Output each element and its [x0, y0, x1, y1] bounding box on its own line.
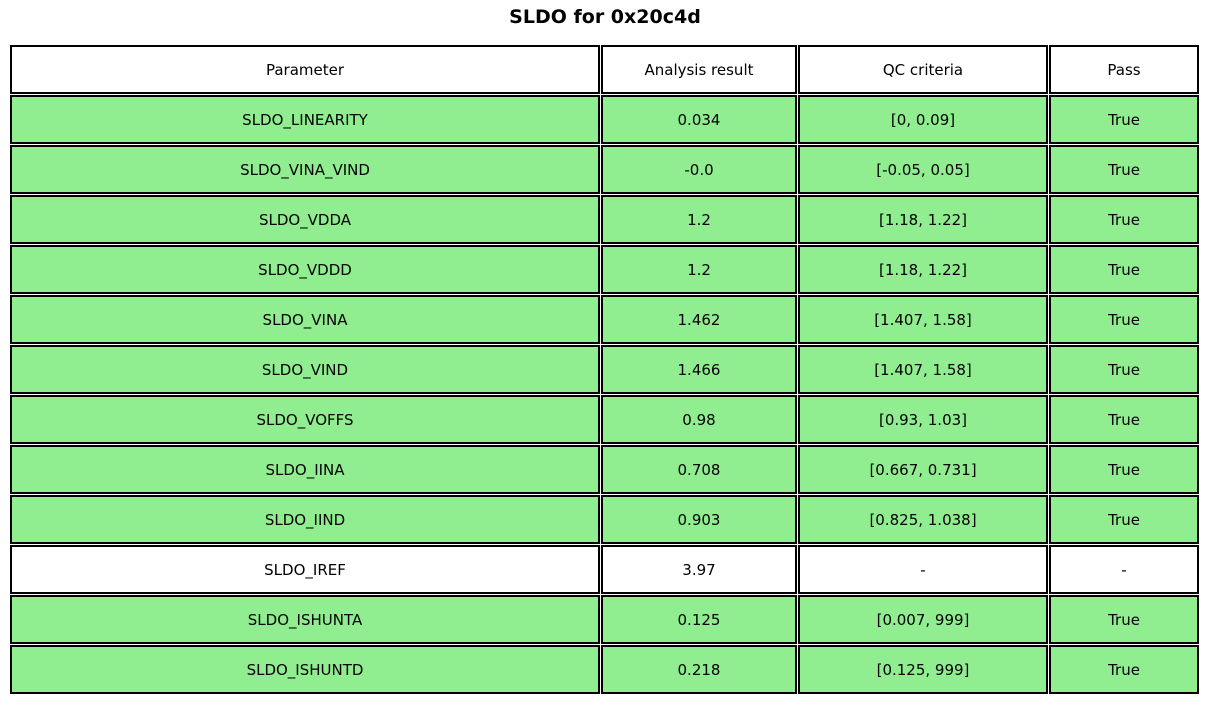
- qc-criteria-cell: [-0.05, 0.05]: [798, 145, 1048, 194]
- analysis-result-cell: 1.462: [601, 295, 797, 344]
- pass-cell: -: [1049, 545, 1199, 594]
- pass-cell: True: [1049, 245, 1199, 294]
- qc-results-table: Parameter Analysis result QC criteria Pa…: [9, 44, 1200, 695]
- pass-cell: True: [1049, 295, 1199, 344]
- analysis-result-cell: 3.97: [601, 545, 797, 594]
- qc-criteria-cell: -: [798, 545, 1048, 594]
- col-header-parameter: Parameter: [10, 45, 600, 94]
- parameter-cell: SLDO_VINA: [10, 295, 600, 344]
- analysis-result-cell: 0.708: [601, 445, 797, 494]
- table-row: SLDO_VDDD 1.2 [1.18, 1.22] True: [10, 245, 1199, 294]
- analysis-result-cell: 1.2: [601, 195, 797, 244]
- qc-criteria-cell: [0.007, 999]: [798, 595, 1048, 644]
- analysis-result-cell: 0.903: [601, 495, 797, 544]
- parameter-cell: SLDO_VDDA: [10, 195, 600, 244]
- table-row: SLDO_IIND 0.903 [0.825, 1.038] True: [10, 495, 1199, 544]
- qc-criteria-cell: [0.125, 999]: [798, 645, 1048, 694]
- table-row: SLDO_ISHUNTD 0.218 [0.125, 999] True: [10, 645, 1199, 694]
- analysis-result-cell: -0.0: [601, 145, 797, 194]
- table-row: SLDO_LINEARITY 0.034 [0, 0.09] True: [10, 95, 1199, 144]
- qc-criteria-cell: [0.825, 1.038]: [798, 495, 1048, 544]
- qc-criteria-cell: [1.18, 1.22]: [798, 195, 1048, 244]
- pass-cell: True: [1049, 95, 1199, 144]
- parameter-cell: SLDO_ISHUNTA: [10, 595, 600, 644]
- col-header-qc-criteria: QC criteria: [798, 45, 1048, 94]
- parameter-cell: SLDO_VDDD: [10, 245, 600, 294]
- analysis-result-cell: 0.218: [601, 645, 797, 694]
- header-row: Parameter Analysis result QC criteria Pa…: [10, 45, 1199, 94]
- qc-criteria-cell: [0, 0.09]: [798, 95, 1048, 144]
- parameter-cell: SLDO_LINEARITY: [10, 95, 600, 144]
- pass-cell: True: [1049, 495, 1199, 544]
- analysis-result-cell: 0.125: [601, 595, 797, 644]
- pass-cell: True: [1049, 595, 1199, 644]
- qc-criteria-cell: [0.667, 0.731]: [798, 445, 1048, 494]
- parameter-cell: SLDO_VOFFS: [10, 395, 600, 444]
- parameter-cell: SLDO_VIND: [10, 345, 600, 394]
- col-header-pass: Pass: [1049, 45, 1199, 94]
- table-row: SLDO_VOFFS 0.98 [0.93, 1.03] True: [10, 395, 1199, 444]
- pass-cell: True: [1049, 445, 1199, 494]
- page-title: SLDO for 0x20c4d: [509, 6, 701, 28]
- parameter-cell: SLDO_VINA_VIND: [10, 145, 600, 194]
- analysis-result-cell: 1.466: [601, 345, 797, 394]
- analysis-result-cell: 0.98: [601, 395, 797, 444]
- parameter-cell: SLDO_ISHUNTD: [10, 645, 600, 694]
- table-row: SLDO_VDDA 1.2 [1.18, 1.22] True: [10, 195, 1199, 244]
- qc-criteria-cell: [0.93, 1.03]: [798, 395, 1048, 444]
- qc-criteria-cell: [1.407, 1.58]: [798, 295, 1048, 344]
- pass-cell: True: [1049, 145, 1199, 194]
- pass-cell: True: [1049, 645, 1199, 694]
- analysis-result-cell: 0.034: [601, 95, 797, 144]
- col-header-analysis-result: Analysis result: [601, 45, 797, 94]
- table-row: SLDO_IREF 3.97 - -: [10, 545, 1199, 594]
- table-row: SLDO_IINA 0.708 [0.667, 0.731] True: [10, 445, 1199, 494]
- table-row: SLDO_VIND 1.466 [1.407, 1.58] True: [10, 345, 1199, 394]
- qc-criteria-cell: [1.18, 1.22]: [798, 245, 1048, 294]
- parameter-cell: SLDO_IIND: [10, 495, 600, 544]
- pass-cell: True: [1049, 345, 1199, 394]
- table-row: SLDO_ISHUNTA 0.125 [0.007, 999] True: [10, 595, 1199, 644]
- parameter-cell: SLDO_IINA: [10, 445, 600, 494]
- pass-cell: True: [1049, 195, 1199, 244]
- table-row: SLDO_VINA_VIND -0.0 [-0.05, 0.05] True: [10, 145, 1199, 194]
- qc-criteria-cell: [1.407, 1.58]: [798, 345, 1048, 394]
- analysis-result-cell: 1.2: [601, 245, 797, 294]
- parameter-cell: SLDO_IREF: [10, 545, 600, 594]
- table-row: SLDO_VINA 1.462 [1.407, 1.58] True: [10, 295, 1199, 344]
- pass-cell: True: [1049, 395, 1199, 444]
